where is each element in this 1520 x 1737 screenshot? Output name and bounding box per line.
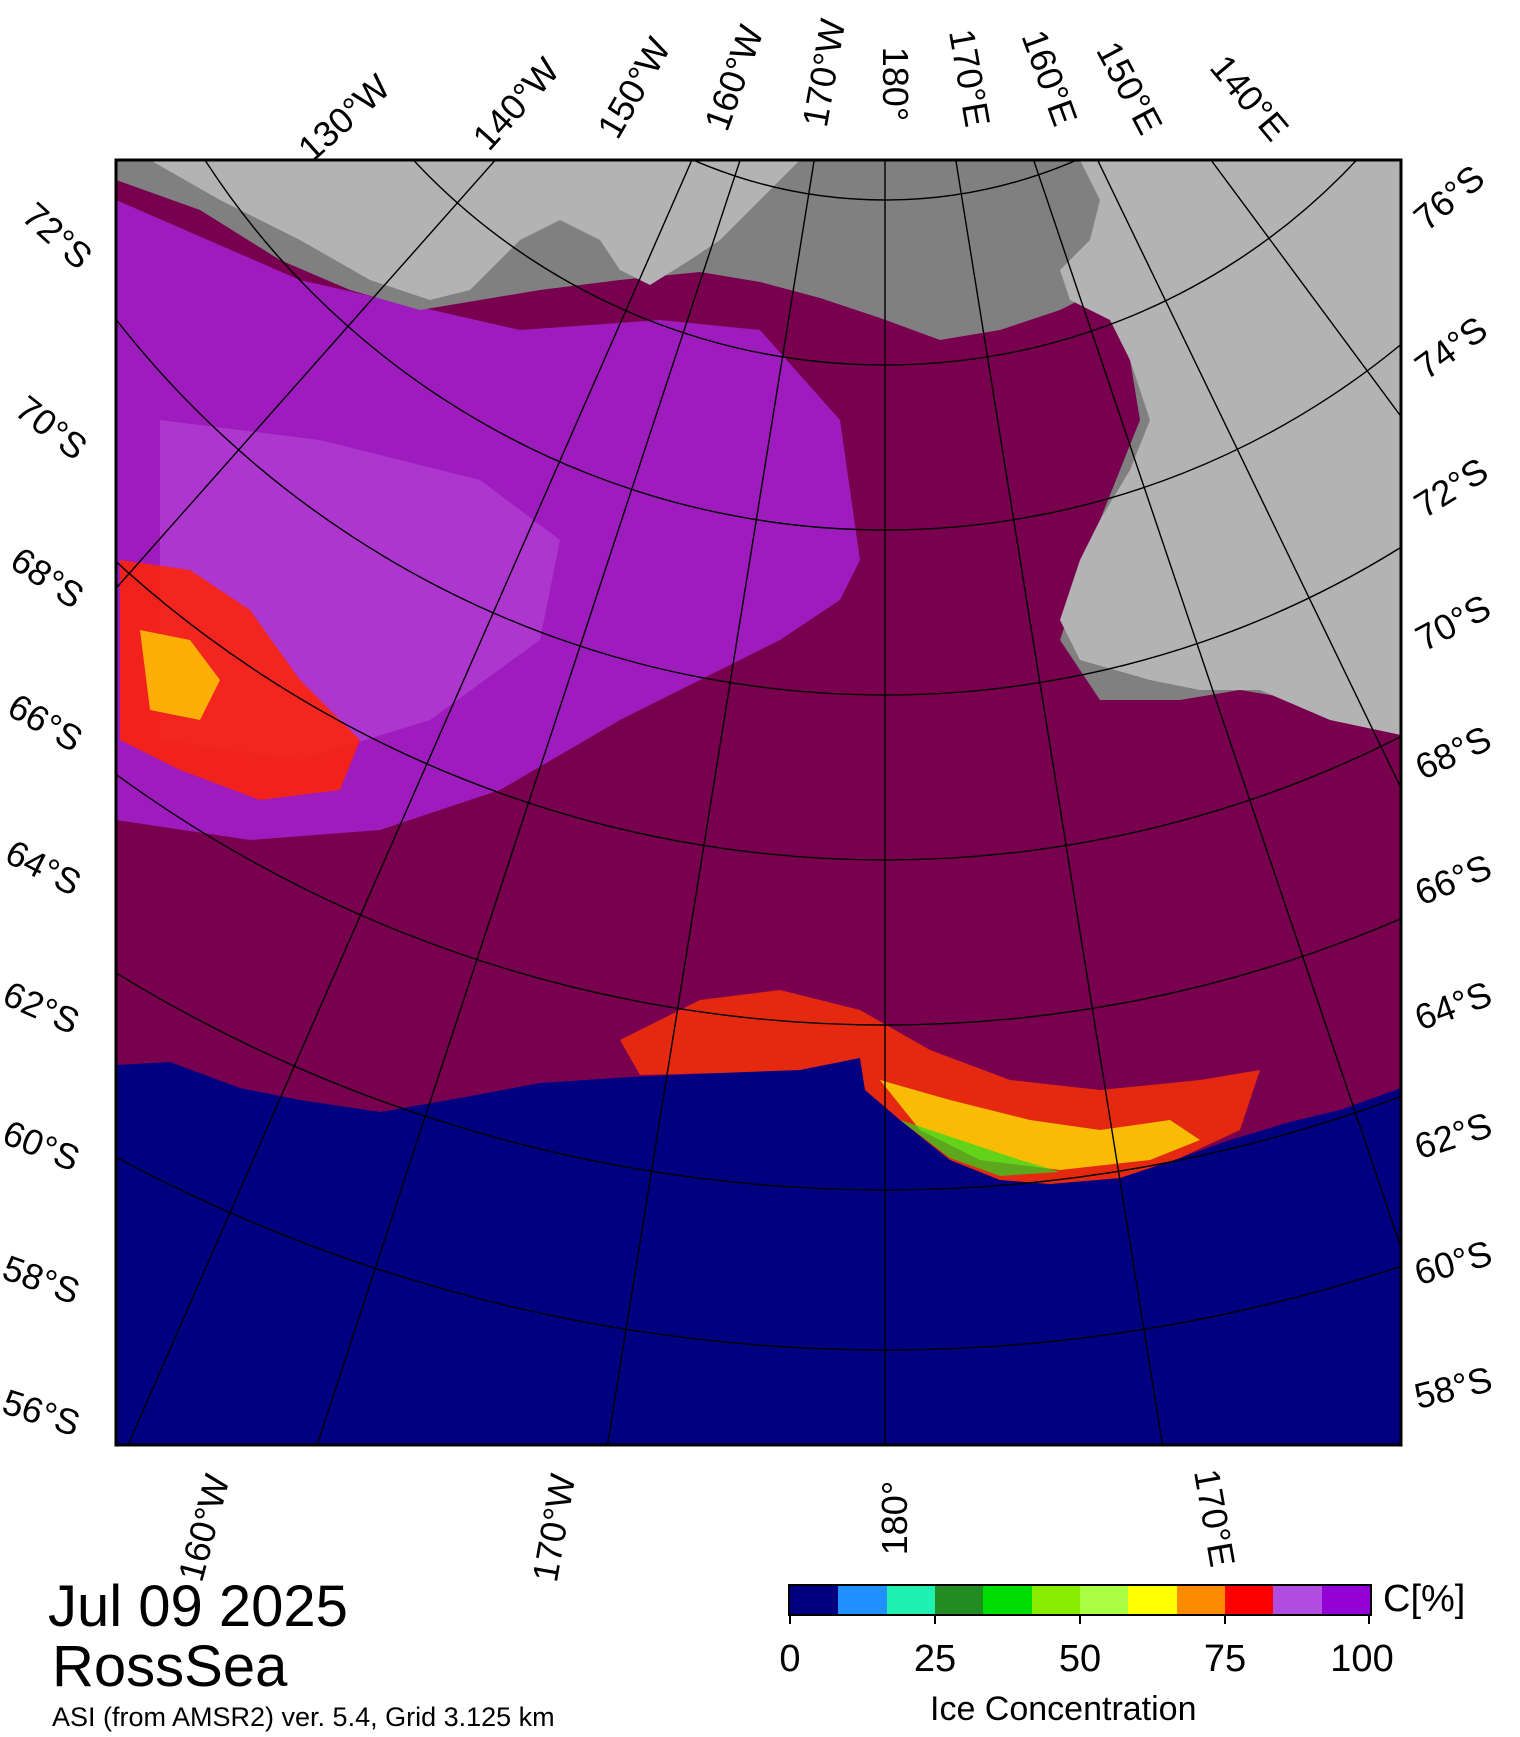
map-date: Jul 09 2025 bbox=[48, 1574, 348, 1639]
colorbar-segment bbox=[1321, 1586, 1370, 1614]
antarctic-land-east bbox=[1060, 160, 1401, 735]
colorbar-tick bbox=[934, 1614, 936, 1624]
region-name: RossSea bbox=[52, 1634, 288, 1699]
colorbar-segment bbox=[838, 1586, 887, 1614]
colorbar-tick-label: 25 bbox=[913, 1638, 957, 1680]
colorbar bbox=[788, 1584, 1372, 1616]
colorbar-unit: C[%] bbox=[1383, 1578, 1466, 1620]
low-concentration-core bbox=[140, 630, 220, 720]
colorbar-tick-label: 100 bbox=[1330, 1638, 1394, 1680]
colorbar-tick bbox=[789, 1614, 791, 1624]
lon-label-top: 180° bbox=[875, 46, 917, 122]
colorbar-segment bbox=[1176, 1586, 1225, 1614]
antarctic-land bbox=[150, 160, 800, 300]
map-frame bbox=[114, 158, 1403, 1447]
colorbar-tick bbox=[1079, 1614, 1081, 1624]
colorbar-segment bbox=[1224, 1586, 1274, 1614]
low-concentration-patch bbox=[120, 560, 360, 800]
lon-label-bottom: 180° bbox=[874, 1480, 916, 1556]
marginal-ice-zone-green bbox=[900, 1120, 1060, 1176]
colorbar-segment bbox=[886, 1586, 935, 1614]
colorbar-segment bbox=[1031, 1586, 1080, 1614]
colorbar-tick bbox=[1368, 1614, 1370, 1624]
colorbar-segment bbox=[790, 1586, 839, 1614]
colorbar-segment bbox=[1128, 1586, 1177, 1614]
colorbar-title: Ice Concentration bbox=[930, 1690, 1197, 1728]
colorbar-tick-label: 0 bbox=[779, 1638, 801, 1680]
colorbar-segment bbox=[983, 1586, 1032, 1614]
colorbar-segment bbox=[934, 1586, 984, 1614]
colorbar-tick-label: 50 bbox=[1058, 1638, 1102, 1680]
colorbar-tick bbox=[1224, 1614, 1226, 1624]
colorbar-segment bbox=[1273, 1586, 1322, 1614]
colorbar-segment bbox=[1079, 1586, 1129, 1614]
product-info: ASI (from AMSR2) ver. 5.4, Grid 3.125 km bbox=[52, 1702, 555, 1732]
colorbar-tick-label: 75 bbox=[1203, 1638, 1247, 1680]
